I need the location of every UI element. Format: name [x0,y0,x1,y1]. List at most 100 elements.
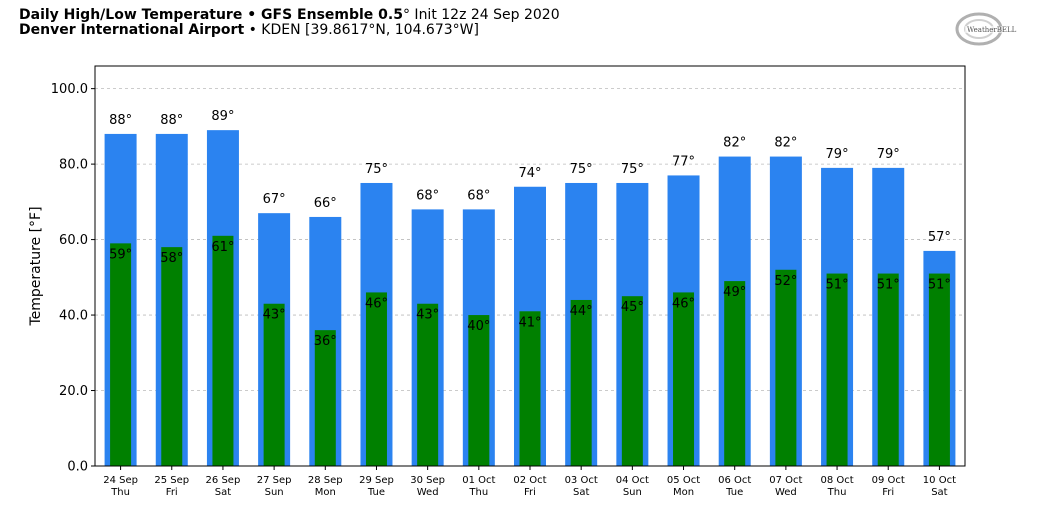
low-temp-bar [161,247,183,466]
station-name: Denver International Airport [19,22,245,38]
x-tick-day: Fri [166,487,178,498]
y-tick-label: 40.0 [59,309,88,324]
y-tick-label: 60.0 [59,233,88,248]
low-temp-bar [928,273,950,466]
high-temp-label: 88° [160,113,183,128]
x-tick-date: 05 Oct [667,475,700,486]
value-labels: 88° 59° 88° 58° 89° 61° 67° 43° 66° 36° 75° 46° 68° 4… [109,109,951,349]
low-temp-bar [570,299,592,466]
x-tick-day: Sat [931,487,947,498]
low-temp-label: 52° [774,274,797,289]
low-temp-bar [519,311,541,466]
x-tick-day: Sat [573,487,589,498]
chart-header: Daily High/Low Temperature • GFS Ensembl… [19,8,560,38]
low-temp-label: 46° [672,296,695,311]
high-temp-label: 75° [570,162,593,177]
low-temp-label: 43° [416,308,439,323]
low-temp-label: 61° [211,240,234,255]
high-temp-label: 57° [928,230,951,245]
x-tick-day: Tue [725,487,743,498]
title-line-2: Denver International Airport • KDEN [39.… [19,23,560,38]
x-tick-day: Fri [524,487,536,498]
x-tick-day: Mon [315,487,336,498]
x-tick-date: 01 Oct [462,475,495,486]
x-tick-date: 25 Sep [154,475,189,486]
high-temp-label: 75° [621,162,644,177]
low-temp-label: 45° [621,300,644,315]
high-temp-label: 79° [826,147,849,162]
bars [104,130,956,467]
high-temp-label: 68° [467,188,490,203]
low-temp-bar [365,292,387,466]
x-tick-date: 09 Oct [872,475,905,486]
x-tick-date: 27 Sep [257,475,292,486]
station-info: • KDEN [39.8617°N, 104.673°W] [244,22,479,38]
low-temp-label: 46° [365,296,388,311]
x-tick-date: 10 Oct [923,475,956,486]
x-tick-day: Thu [827,487,847,498]
x-tick-day: Wed [775,487,797,498]
high-temp-label: 79° [877,147,900,162]
low-temp-bar [826,273,848,466]
y-axis-label: Temperature [°F] [28,206,44,326]
low-temp-bar [775,269,797,466]
low-temp-bar [263,303,285,466]
low-temp-bar [877,273,899,466]
title-main: Daily High/Low Temperature • GFS Ensembl… [19,7,403,23]
high-temp-label: 68° [416,188,439,203]
low-temp-bar [468,315,490,466]
low-temp-label: 44° [570,304,593,319]
x-tick-date: 06 Oct [718,475,751,486]
x-tick-date: 26 Sep [206,475,241,486]
logo-text: WeatherBELL [967,26,1017,34]
y-tick-label: 0.0 [67,460,88,475]
x-tick-date: 29 Sep [359,475,394,486]
low-temp-label: 41° [518,315,541,330]
low-temp-label: 49° [723,285,746,300]
y-tick-label: 100.0 [51,82,88,97]
low-temp-label: 51° [877,278,900,293]
title-init: Init 12z 24 Sep 2020 [409,7,560,23]
x-tick-day: Sun [265,487,284,498]
high-temp-label: 88° [109,113,132,128]
x-tick-day: Thu [110,487,130,498]
low-temp-label: 43° [263,308,286,323]
low-temp-label: 51° [928,278,951,293]
x-tick-day: Sun [623,487,642,498]
low-temp-bar [673,292,695,466]
low-temp-bar [314,330,336,466]
x-tick-date: 08 Oct [820,475,853,486]
x-tick-date: 24 Sep [103,475,138,486]
x-tick-date: 30 Sep [410,475,445,486]
high-temp-label: 82° [723,136,746,151]
x-tick-date: 07 Oct [769,475,802,486]
x-tick-day: Fri [882,487,894,498]
low-temp-label: 59° [109,247,132,262]
x-tick-day: Tue [367,487,385,498]
low-temp-bar [724,281,746,466]
high-temp-label: 66° [314,196,337,211]
low-temp-label: 51° [826,278,849,293]
title-degree: ° [402,7,410,23]
low-temp-bar [110,243,132,466]
y-tick-label: 20.0 [59,384,88,399]
low-temp-label: 36° [314,334,337,349]
x-tick-day: Mon [673,487,694,498]
low-temp-label: 58° [160,251,183,266]
x-tick-day: Sat [215,487,231,498]
low-temp-label: 40° [467,319,490,334]
x-tick-date: 03 Oct [565,475,598,486]
high-temp-label: 67° [263,192,286,207]
low-temp-bar [212,235,234,466]
title-line-1: Daily High/Low Temperature • GFS Ensembl… [19,8,560,23]
weatherbell-logo: WeatherBELL [955,12,1020,46]
x-tick-date: 28 Sep [308,475,343,486]
x-tick-day: Thu [468,487,488,498]
y-tick-label: 80.0 [59,158,88,173]
high-temp-label: 74° [518,166,541,181]
high-temp-label: 82° [774,136,797,151]
x-tick-date: 04 Oct [616,475,649,486]
low-temp-bar [621,296,643,466]
